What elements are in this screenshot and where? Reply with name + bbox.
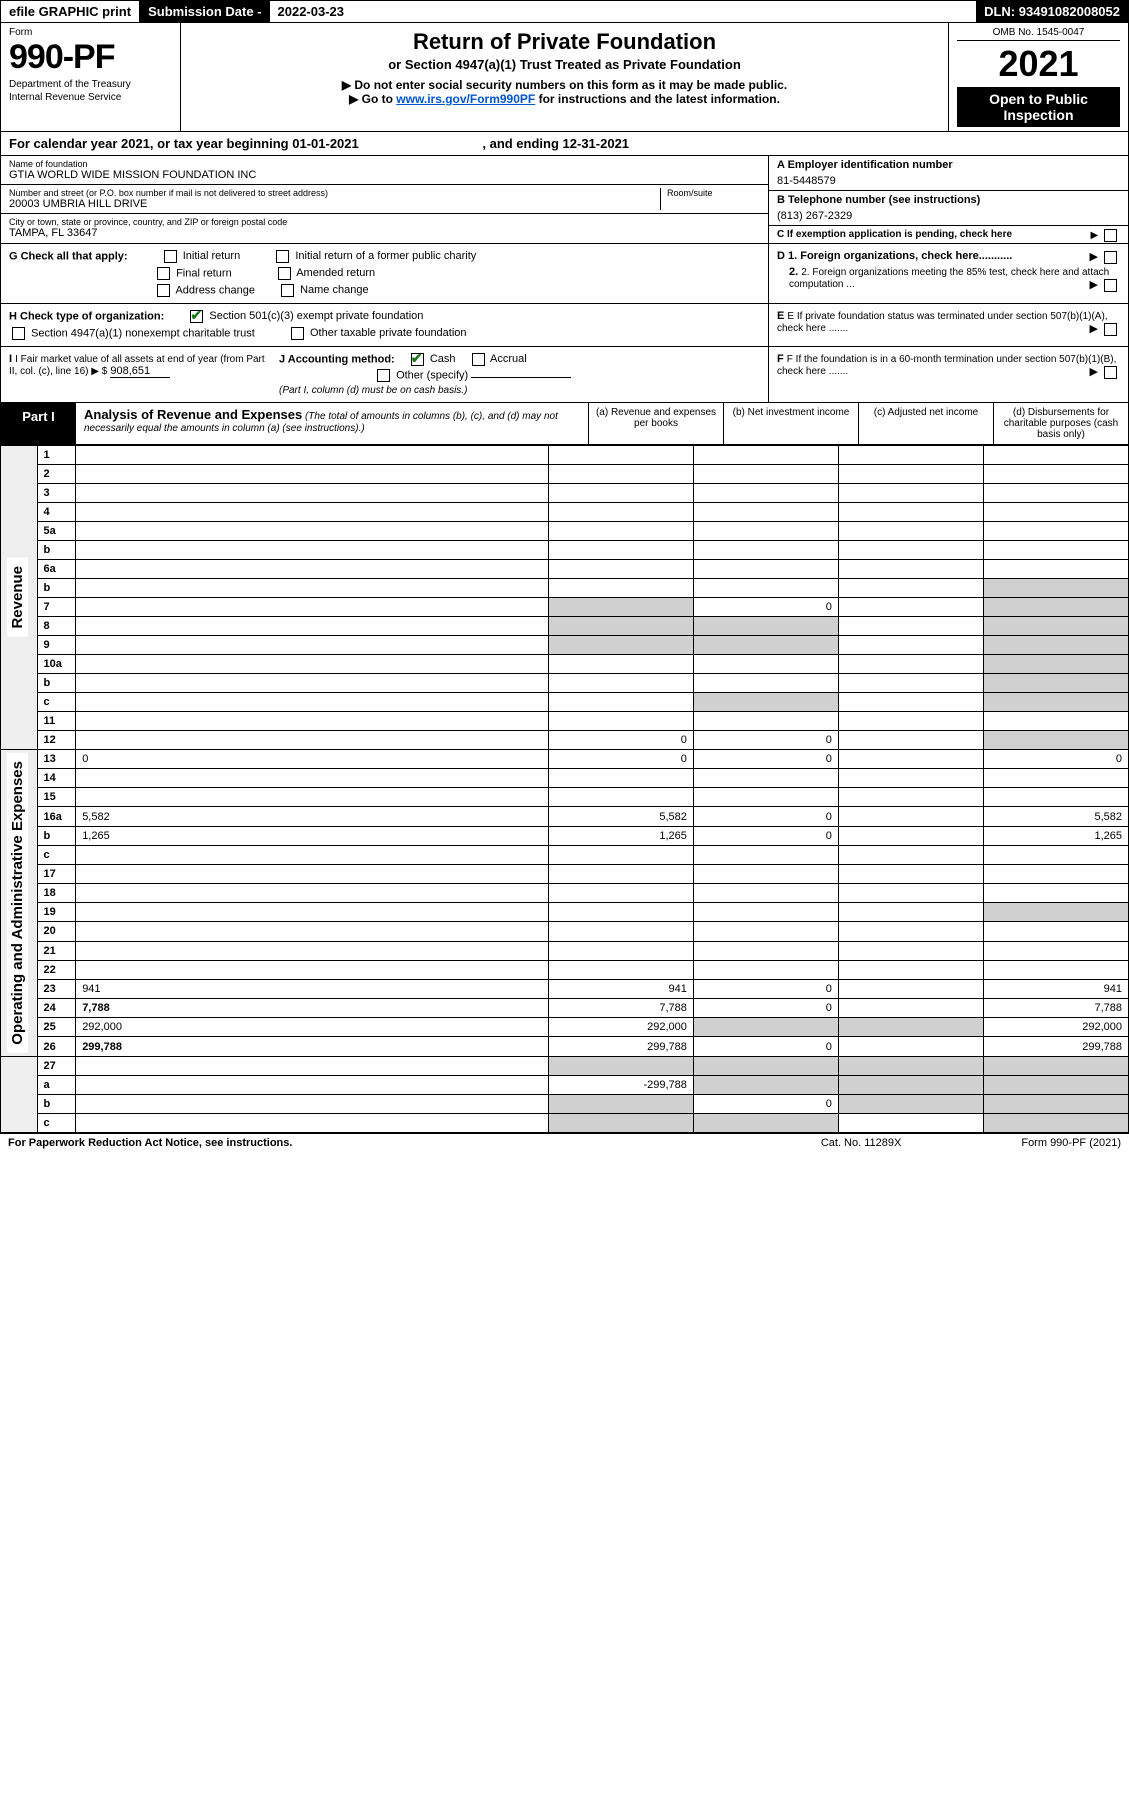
g-final-checkbox[interactable] — [157, 267, 170, 280]
g-name-checkbox[interactable] — [281, 284, 294, 297]
topbar: efile GRAPHIC print Submission Date - 20… — [0, 0, 1129, 23]
col-b-header: (b) Net investment income — [723, 403, 858, 444]
col-c-header: (c) Adjusted net income — [858, 403, 993, 444]
main-table: Revenue12345ab6ab708910abc111200 Operati… — [0, 445, 1129, 1133]
room-label: Room/suite — [667, 188, 760, 198]
j-other-checkbox[interactable] — [377, 369, 390, 382]
j-accrual-checkbox[interactable] — [472, 353, 485, 366]
address-value: 20003 UMBRIA HILL DRIVE — [9, 198, 660, 210]
f-checkbox[interactable] — [1104, 366, 1117, 379]
city-label: City or town, state or province, country… — [9, 217, 760, 227]
foundation-name: GTIA WORLD WIDE MISSION FOUNDATION INC — [9, 169, 760, 181]
part1-header: Part I Analysis of Revenue and Expenses … — [0, 403, 1129, 445]
fair-market-value: 908,651 — [110, 365, 170, 378]
part1-label: Part I — [1, 403, 76, 444]
c-label: C If exemption application is pending, c… — [777, 229, 1012, 240]
dln: DLN: 93491082008052 — [976, 1, 1128, 22]
e-checkbox[interactable] — [1104, 323, 1117, 336]
d2-checkbox[interactable] — [1104, 279, 1117, 292]
form-label: Form — [9, 27, 172, 38]
open-public-badge: Open to Public Inspection — [957, 87, 1120, 127]
c-checkbox[interactable] — [1104, 229, 1117, 242]
g-amended-checkbox[interactable] — [278, 267, 291, 280]
address-label: Number and street (or P.O. box number if… — [9, 188, 660, 198]
title-note2: ▶ Go to www.irs.gov/Form990PF for instru… — [191, 92, 938, 106]
telephone-value: (813) 267-2329 — [777, 210, 1120, 222]
form-number: 990-PF — [9, 38, 172, 77]
check-row-ij: I I Fair market value of all assets at e… — [0, 347, 1129, 403]
check-row-g: G Check all that apply: Initial return I… — [0, 244, 1129, 304]
omb-number: OMB No. 1545-0047 — [957, 27, 1120, 41]
j-cash-checkbox[interactable] — [411, 353, 424, 366]
city-value: TAMPA, FL 33647 — [9, 227, 760, 239]
form-page: efile GRAPHIC print Submission Date - 20… — [0, 0, 1129, 1152]
d1-checkbox[interactable] — [1104, 251, 1117, 264]
instructions-link[interactable]: www.irs.gov/Form990PF — [396, 92, 535, 106]
footer-left: For Paperwork Reduction Act Notice, see … — [8, 1137, 821, 1149]
submission-date-label: Submission Date - — [140, 1, 269, 22]
form-header: Form 990-PF Department of the Treasury I… — [0, 23, 1129, 132]
title-sub: or Section 4947(a)(1) Trust Treated as P… — [191, 57, 938, 72]
submission-date-value: 2022-03-23 — [270, 1, 353, 22]
dept-treasury: Department of the Treasury — [9, 79, 172, 90]
calendar-year-row: For calendar year 2021, or tax year begi… — [0, 132, 1129, 156]
h-501c3-checkbox[interactable] — [190, 310, 203, 323]
telephone-label: B Telephone number (see instructions) — [777, 194, 1120, 206]
tax-year: 2021 — [957, 43, 1120, 85]
ein-value: 81-5448579 — [777, 175, 1120, 187]
footer-right: Form 990-PF (2021) — [1021, 1137, 1121, 1149]
dept-irs: Internal Revenue Service — [9, 92, 172, 103]
ein-label: A Employer identification number — [777, 159, 1120, 171]
g-initial-checkbox[interactable] — [164, 250, 177, 263]
check-row-h: H Check type of organization: Section 50… — [0, 304, 1129, 347]
footer-mid: Cat. No. 11289X — [821, 1137, 902, 1149]
col-d-header: (d) Disbursements for charitable purpose… — [993, 403, 1128, 444]
title-note: ▶ Do not enter social security numbers o… — [191, 78, 938, 92]
col-a-header: (a) Revenue and expenses per books — [588, 403, 723, 444]
efile-label: efile GRAPHIC print — [1, 1, 140, 22]
h-other-checkbox[interactable] — [291, 327, 304, 340]
footer: For Paperwork Reduction Act Notice, see … — [0, 1133, 1129, 1152]
info-grid: Name of foundation GTIA WORLD WIDE MISSI… — [0, 156, 1129, 244]
j-note: (Part I, column (d) must be on cash basi… — [279, 385, 760, 396]
name-label: Name of foundation — [9, 159, 760, 169]
title-main: Return of Private Foundation — [191, 29, 938, 55]
h-4947-checkbox[interactable] — [12, 327, 25, 340]
g-address-checkbox[interactable] — [157, 284, 170, 297]
g-initial-former-checkbox[interactable] — [276, 250, 289, 263]
